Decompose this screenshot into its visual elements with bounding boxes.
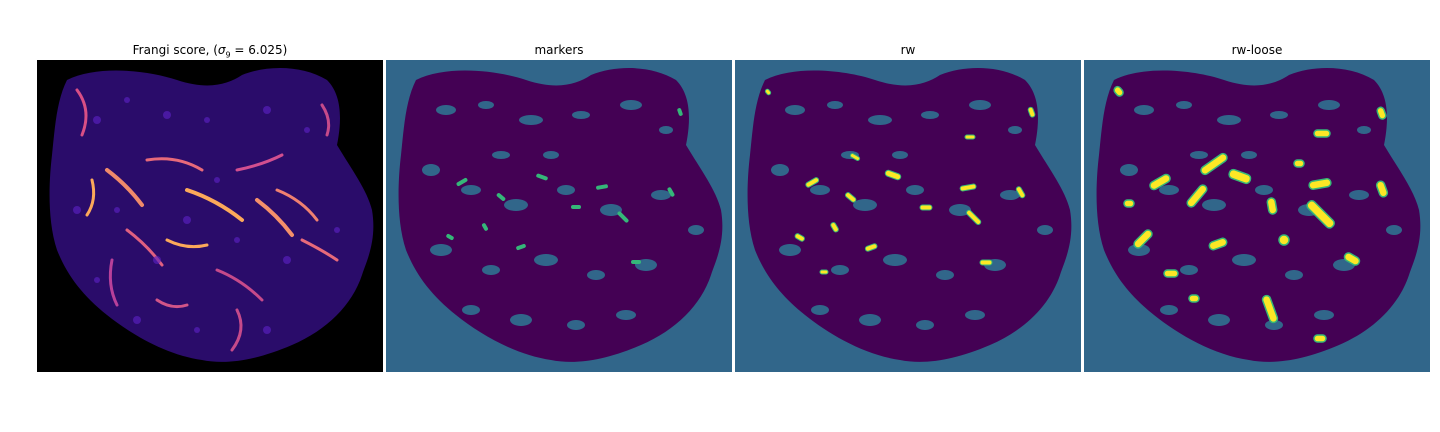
background-holes xyxy=(422,100,704,330)
frangi-image xyxy=(37,60,383,372)
background-holes xyxy=(1120,100,1402,330)
rw-loose-image xyxy=(1084,60,1430,372)
title-sigma: σ xyxy=(217,43,226,57)
vessel-segments xyxy=(1113,85,1389,343)
panel-title-rw-loose: rw-loose xyxy=(1231,43,1283,57)
background-holes xyxy=(771,100,1053,330)
rw-loose-canvas xyxy=(1084,60,1430,372)
tissue-shape xyxy=(1096,68,1421,362)
title-subscript: 9 xyxy=(225,50,231,60)
frangi-canvas xyxy=(37,60,383,372)
markers-image xyxy=(386,60,732,372)
markers-canvas xyxy=(386,60,732,372)
panel-title-rw: rw xyxy=(900,43,916,57)
tissue-texture xyxy=(73,97,340,334)
vessel-markers xyxy=(446,108,683,264)
vessel-highlights xyxy=(75,88,339,352)
tissue-shape xyxy=(747,68,1072,362)
tissue-shape xyxy=(49,68,374,362)
rw-image xyxy=(735,60,1081,372)
vessel-segments xyxy=(764,88,1036,275)
panel-title-markers: markers xyxy=(534,43,584,57)
rw-canvas xyxy=(735,60,1081,372)
tissue-shape xyxy=(398,68,723,362)
panel-title-frangi: Frangi score, (σ9 = 6.025) xyxy=(37,40,383,60)
title-prefix: Frangi score, ( xyxy=(132,43,218,57)
title-suffix: = 6.025) xyxy=(230,43,288,57)
